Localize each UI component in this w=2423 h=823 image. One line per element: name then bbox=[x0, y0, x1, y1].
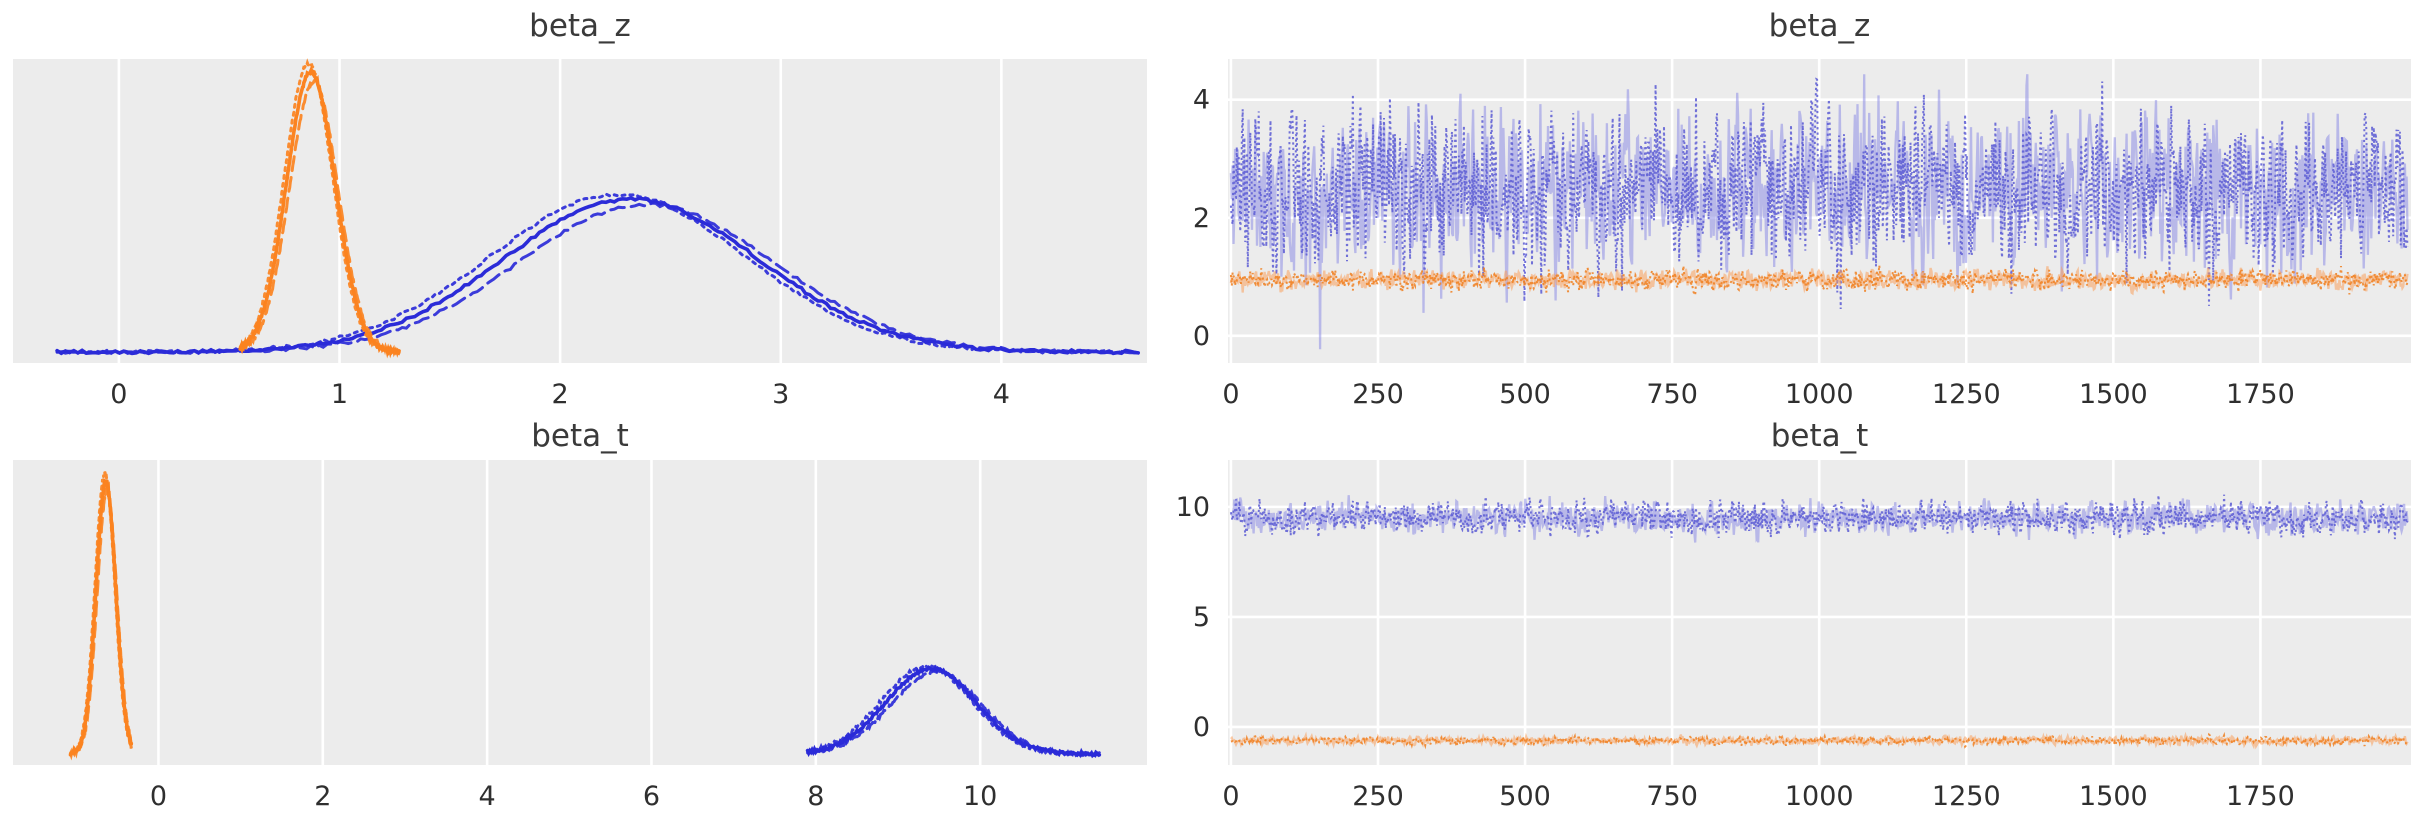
kde-curve bbox=[69, 485, 133, 761]
plot-title-beta-t-trace: beta_t bbox=[1770, 418, 1869, 454]
y-tick-label: 2 bbox=[1193, 203, 1210, 234]
x-tick-label: 0 bbox=[150, 781, 167, 812]
x-tick-label: 1000 bbox=[1785, 379, 1854, 410]
x-tick-label: 1750 bbox=[2226, 781, 2295, 812]
x-tick-label: 8 bbox=[807, 781, 824, 812]
trace-line bbox=[1230, 731, 2408, 750]
x-tick-label: 4 bbox=[479, 781, 496, 812]
kde-curve bbox=[806, 662, 1101, 759]
x-tick-label: 0 bbox=[1222, 379, 1239, 410]
beta-z-trace-plot: 0 250 500 750 1000 1250 1500 1750 0 2 4 bbox=[1193, 59, 2411, 410]
y-tick-label: 0 bbox=[1193, 712, 1210, 743]
x-tick-label: 500 bbox=[1499, 781, 1551, 812]
plot-title-beta-t-density: beta_t bbox=[531, 418, 629, 454]
y-tick-label: 10 bbox=[1176, 492, 1210, 523]
x-tick-label: 0 bbox=[1222, 781, 1239, 812]
y-tick-label: 4 bbox=[1193, 85, 1210, 116]
plot-title-beta-z-trace: beta_z bbox=[1768, 8, 1871, 44]
x-tick-label: 500 bbox=[1499, 379, 1551, 410]
y-tick-label: 5 bbox=[1193, 602, 1210, 633]
x-tick-label: 750 bbox=[1646, 781, 1698, 812]
y-tick-label: 0 bbox=[1193, 321, 1210, 352]
trace-line bbox=[1229, 264, 2409, 299]
x-tick-label: 1250 bbox=[1932, 379, 2001, 410]
x-tick-label: 6 bbox=[643, 781, 660, 812]
kde-curve bbox=[69, 467, 133, 758]
plot-title-beta-z-density: beta_z bbox=[529, 8, 631, 44]
beta-z-density-plot: 0 1 2 3 4 bbox=[13, 58, 1147, 410]
trace-line bbox=[1229, 74, 2409, 350]
x-tick-label: 2 bbox=[552, 379, 569, 410]
kde-curve bbox=[55, 201, 1140, 355]
x-tick-label: 1750 bbox=[2226, 379, 2295, 410]
x-tick-label: 1000 bbox=[1785, 781, 1854, 812]
x-tick-label: 10 bbox=[963, 781, 997, 812]
x-tick-label: 3 bbox=[772, 379, 789, 410]
x-tick-label: 750 bbox=[1646, 379, 1698, 410]
kde-curve bbox=[238, 58, 401, 357]
x-tick-label: 250 bbox=[1352, 781, 1404, 812]
kde-curve bbox=[55, 192, 1140, 356]
x-tick-label: 4 bbox=[993, 379, 1010, 410]
x-tick-label: 2 bbox=[314, 781, 331, 812]
x-tick-label: 250 bbox=[1352, 379, 1404, 410]
plot-panel bbox=[13, 460, 1147, 765]
x-tick-label: 1500 bbox=[2079, 379, 2148, 410]
trace-line bbox=[1230, 731, 2409, 750]
x-tick-label: 1500 bbox=[2079, 781, 2148, 812]
beta-t-trace-plot: 0 250 500 750 1000 1250 1500 1750 0 5 10 bbox=[1176, 460, 2411, 812]
trace-line bbox=[1229, 494, 2409, 540]
beta-t-density-plot: 0 2 4 6 8 10 bbox=[13, 460, 1147, 812]
x-tick-label: 1 bbox=[331, 379, 348, 410]
trace-line bbox=[1229, 265, 2409, 296]
x-tick-label: 0 bbox=[110, 379, 127, 410]
trace-line bbox=[1229, 77, 2409, 310]
x-tick-label: 1250 bbox=[1932, 781, 2001, 812]
